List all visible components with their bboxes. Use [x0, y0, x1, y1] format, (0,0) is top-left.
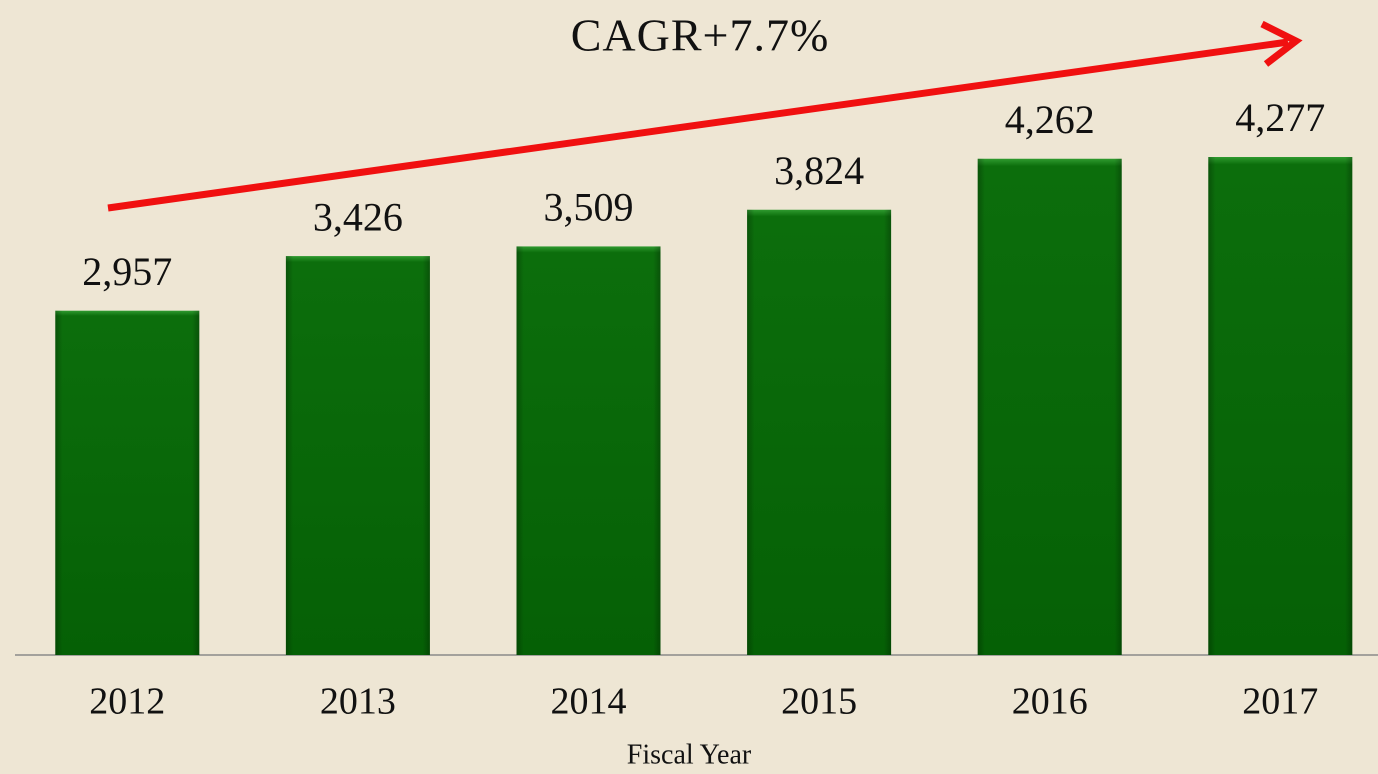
value-label: 4,277 [1235, 95, 1325, 140]
x-tick-label: 2013 [320, 681, 396, 723]
bar-shade [516, 246, 661, 655]
value-label: 3,426 [313, 194, 403, 239]
trend-arrow [107, 20, 1303, 212]
arrow-shaft [107, 38, 1289, 212]
x-tick-label: 2014 [551, 681, 627, 723]
x-tick-label: 2017 [1242, 681, 1318, 723]
value-label: 2,957 [82, 249, 172, 294]
x-tick-label: 2015 [781, 681, 857, 723]
annotation: CAGR+7.7% [571, 10, 830, 61]
bar-shade [285, 256, 430, 655]
x-tick-label: 2016 [1012, 681, 1088, 723]
arrow-head [1260, 20, 1303, 67]
value-label: 4,262 [1005, 97, 1095, 142]
bar-shade [747, 209, 892, 655]
x-tick-label: 2012 [89, 681, 165, 723]
bar-shade [55, 310, 200, 655]
value-label: 3,824 [774, 148, 864, 193]
x-axis-label: Fiscal Year [627, 739, 752, 770]
bar-shade [977, 158, 1122, 655]
value-label: 3,509 [544, 185, 634, 230]
bar-shade [1208, 157, 1353, 655]
